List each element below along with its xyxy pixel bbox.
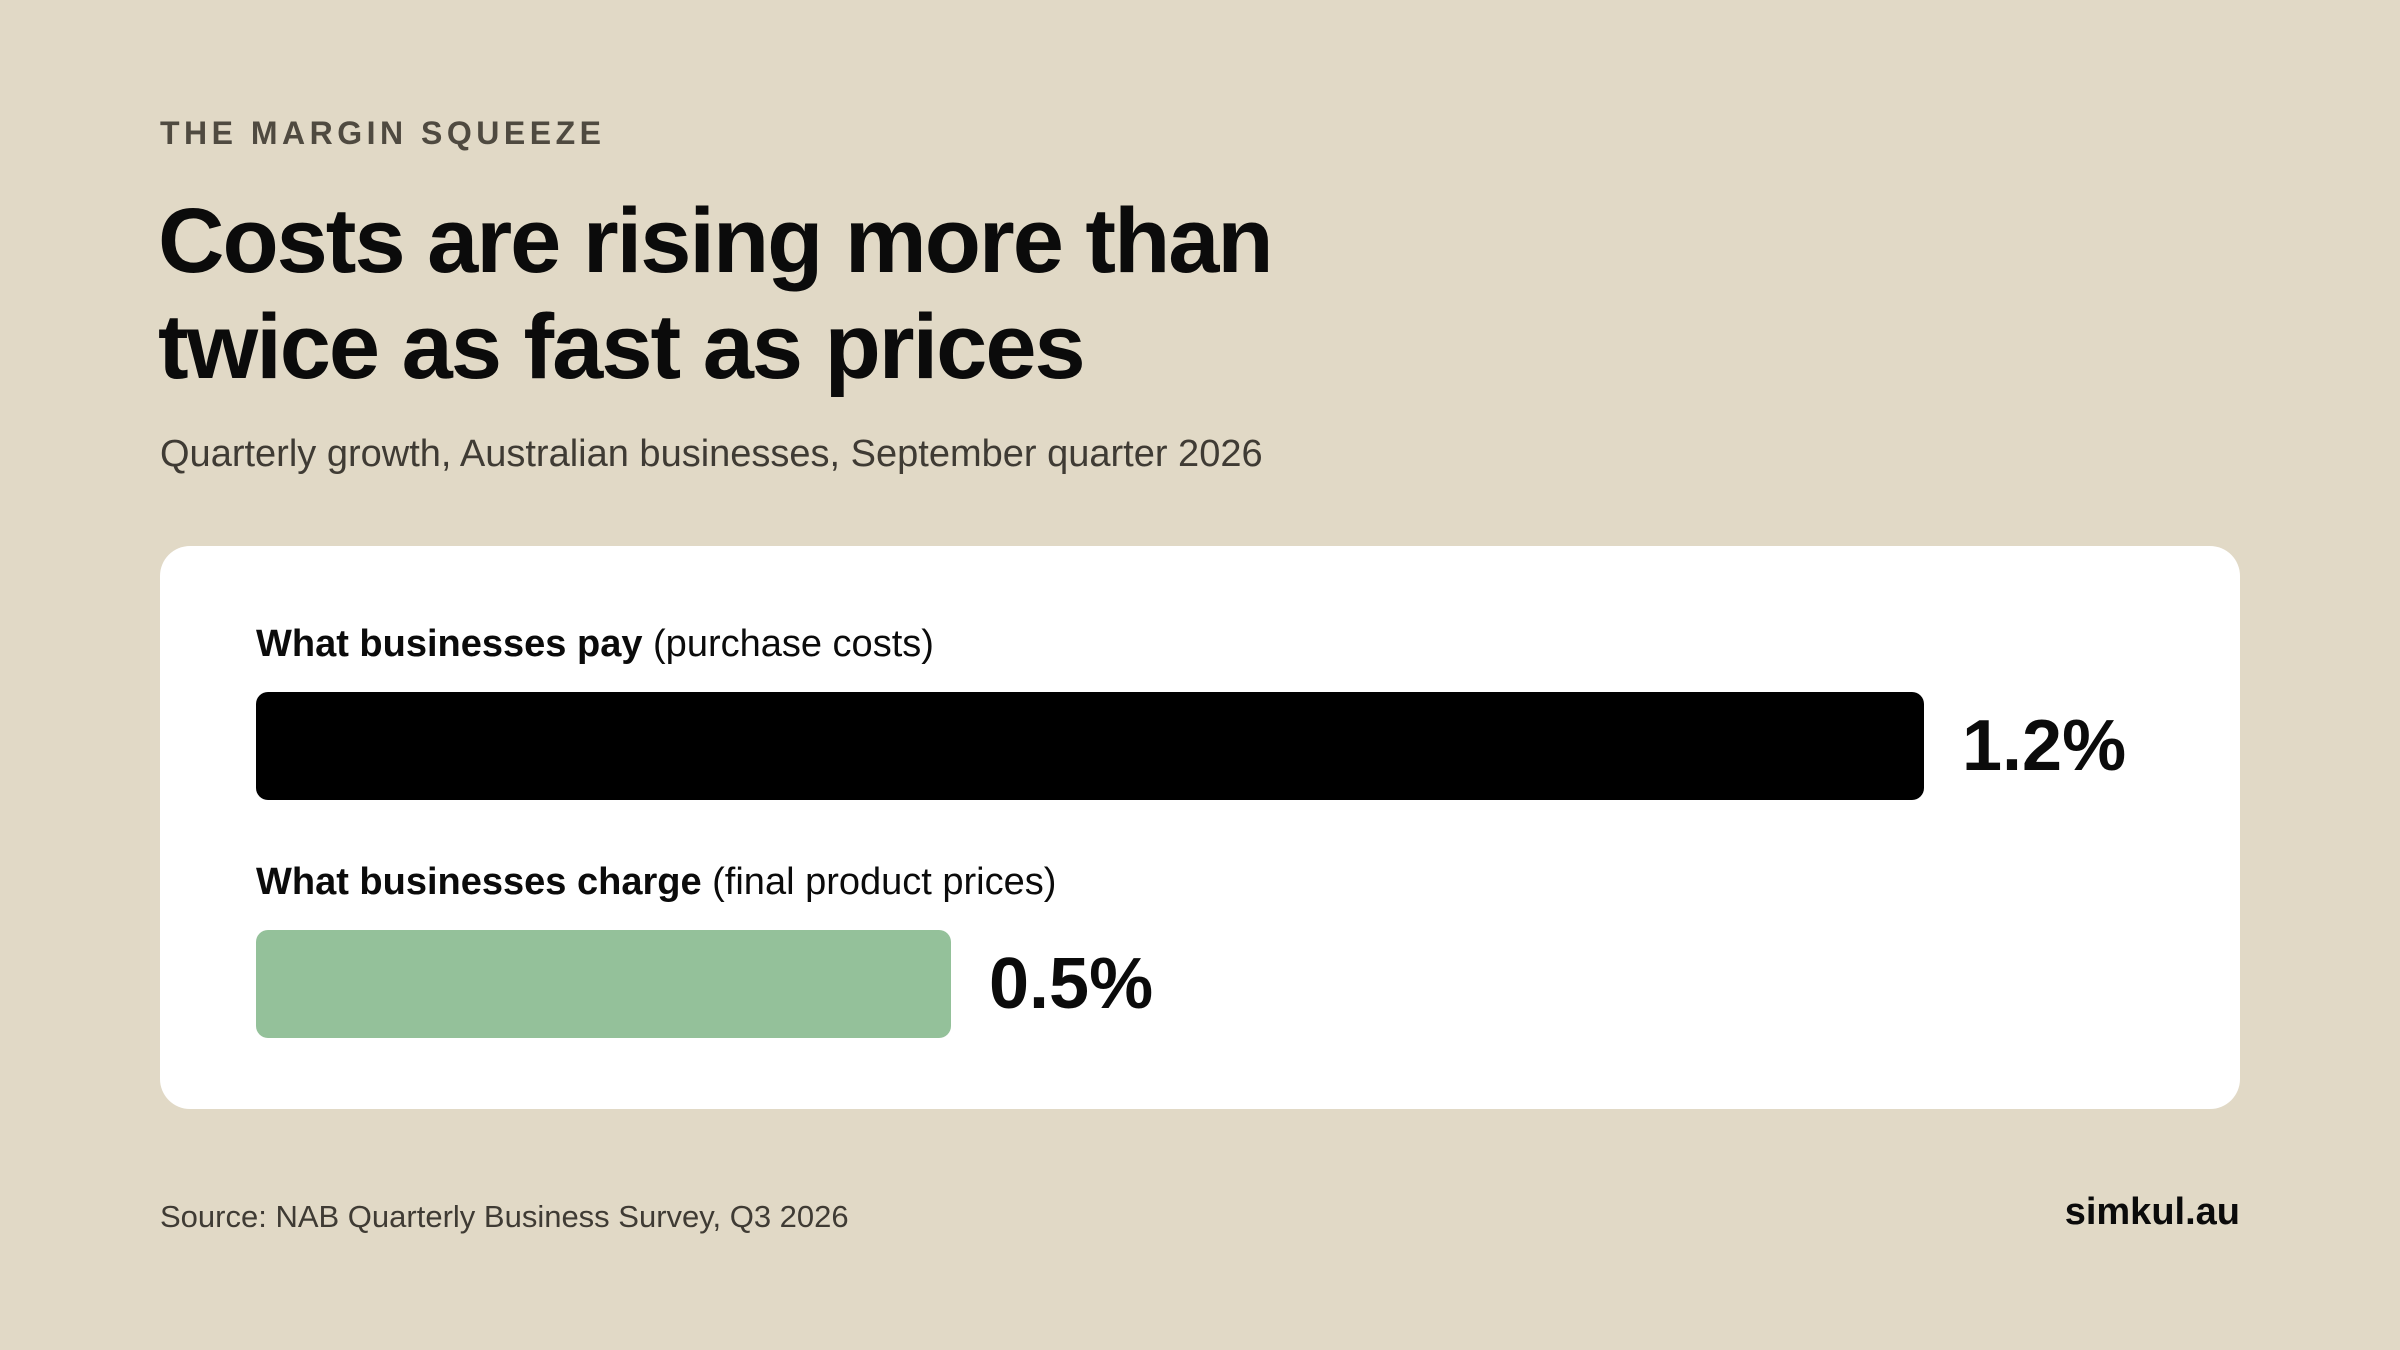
- value-label-pay: 1.2%: [1962, 706, 2126, 786]
- category-label-pay-detail: (purchase costs): [642, 623, 934, 665]
- chart-title: Costs are rising more than twice as fast…: [158, 190, 1274, 398]
- kicker-label: THE MARGIN SQUEEZE: [160, 115, 606, 151]
- bar-chart: 1.2% 0.5%: [256, 692, 2126, 1038]
- chart-subtitle: Quarterly growth, Australian businesses,…: [160, 433, 1263, 475]
- source-note: Source: NAB Quarterly Business Survey, Q…: [160, 1199, 849, 1234]
- brand-logo-text: simkul.au: [2064, 1191, 2240, 1233]
- chart-card: What businesses pay (purchase costs) Wha…: [160, 546, 2240, 1109]
- bar-pay: [256, 692, 1924, 800]
- category-label-charge-detail: (final product prices): [701, 861, 1057, 903]
- category-label-charge: What businesses charge (final product pr…: [256, 858, 1056, 906]
- category-label-pay-bold: What businesses pay: [256, 623, 643, 665]
- category-label-charge-bold: What businesses charge: [256, 861, 702, 903]
- value-label-charge: 0.5%: [989, 944, 1153, 1024]
- bar-charge: [256, 930, 951, 1038]
- category-label-pay: What businesses pay (purchase costs): [256, 620, 934, 668]
